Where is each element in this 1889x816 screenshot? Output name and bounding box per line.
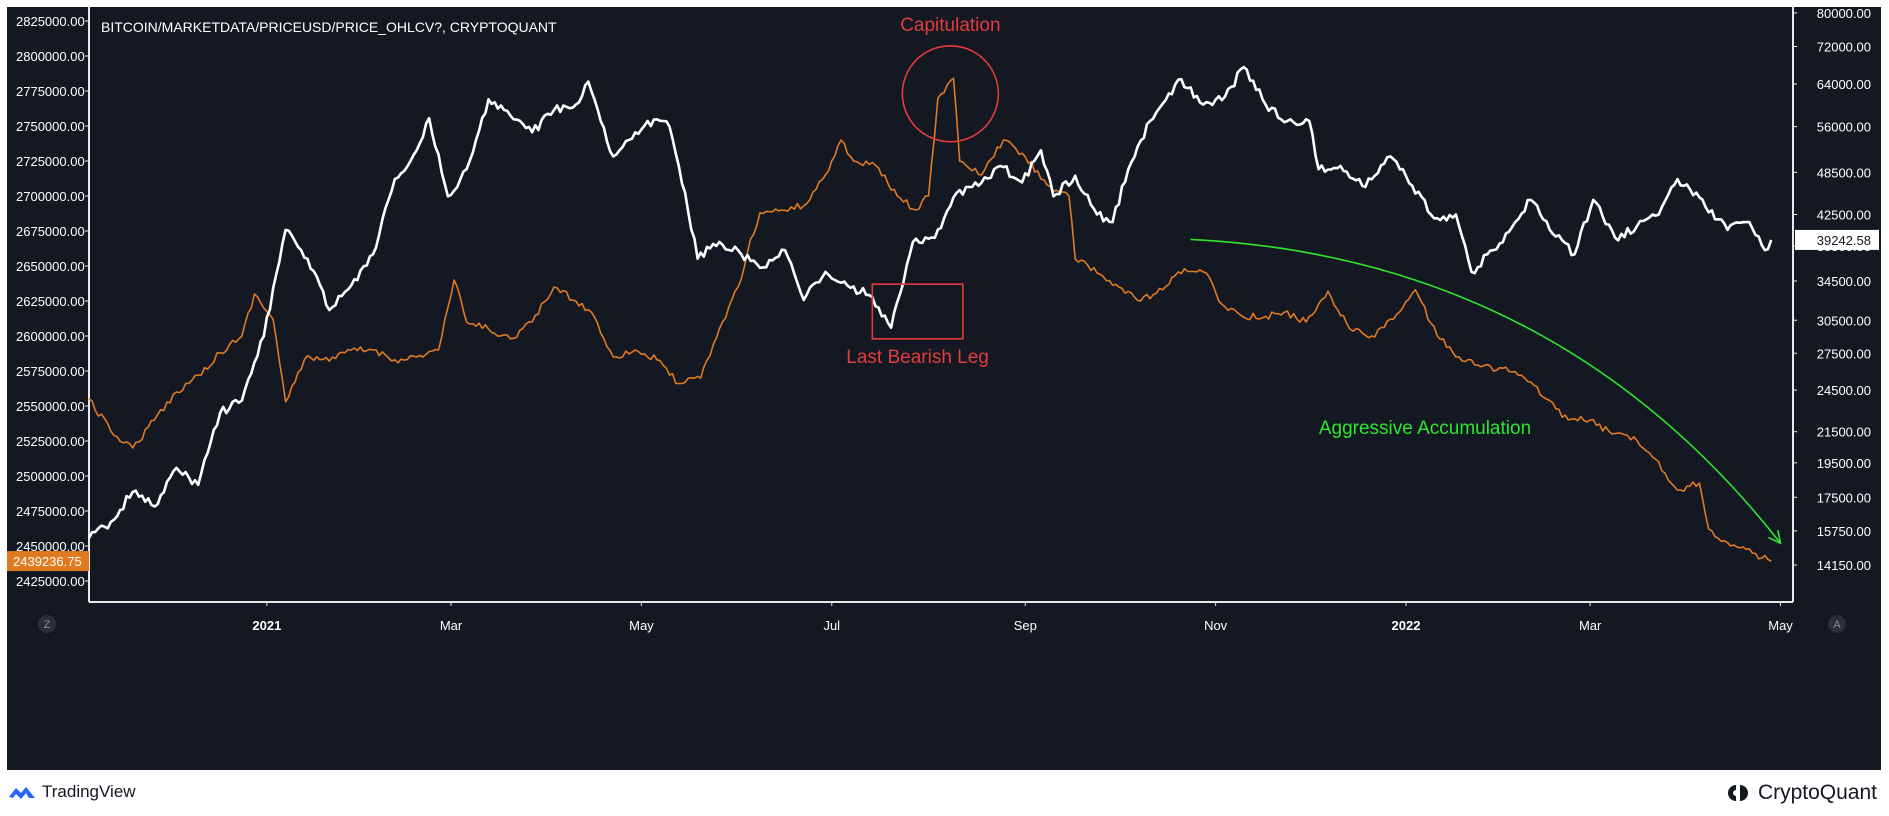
right-tick-label: 34500.00	[1817, 274, 1871, 289]
scale-button-right[interactable]: A	[1828, 615, 1846, 633]
left-tick-label: 2550000.00	[16, 399, 85, 414]
right-tick-label: 27500.00	[1817, 346, 1871, 361]
accumulation-arrow-curve	[1190, 238, 1782, 544]
accumulation-arrowhead	[1768, 529, 1782, 545]
right-tick-label: 21500.00	[1817, 425, 1871, 440]
last-bearish-leg-box	[871, 283, 964, 340]
left-axis-ticks: 2425000.00 2450000.00 2475000.00 2500000.00…	[16, 14, 89, 589]
left-tick-label: 2500000.00	[16, 469, 85, 484]
right-tick-label: 72000.00	[1817, 39, 1871, 54]
cryptoquant-label: CryptoQuant	[1757, 781, 1877, 804]
time-axis-ticks: 2021 Mar May Jul Sep Nov 2022 Mar May	[252, 602, 1793, 633]
left-tick-label: 2700000.00	[16, 189, 85, 204]
white-series-line	[87, 65, 1773, 539]
left-tick-label: 2600000.00	[16, 329, 85, 344]
cryptoquant-icon	[1727, 785, 1748, 801]
right-tick-label: 15750.00	[1817, 524, 1871, 539]
time-tick-label: Sep	[1014, 618, 1037, 633]
time-tick-label: Mar	[1579, 618, 1602, 633]
left-tick-label: 2775000.00	[16, 84, 85, 99]
chart-svg[interactable]: 2425000.00 2450000.00 2475000.00 2500000.00…	[7, 7, 1881, 770]
time-tick-label: Mar	[440, 618, 463, 633]
left-tick-label: 2675000.00	[16, 224, 85, 239]
right-tick-label: 64000.00	[1817, 77, 1871, 92]
time-tick-label: May	[1768, 618, 1793, 633]
right-last-value-label: 39242.58	[1817, 233, 1871, 248]
tradingview-icon	[9, 787, 35, 799]
left-tick-label: 2800000.00	[16, 49, 85, 64]
time-tick-label: Jul	[823, 618, 840, 633]
right-tick-label: 17500.00	[1817, 490, 1871, 505]
chart-panel[interactable]: 2425000.00 2450000.00 2475000.00 2500000.00…	[7, 7, 1881, 770]
left-tick-label: 2725000.00	[16, 154, 85, 169]
footer: TradingView CryptoQuant	[0, 770, 1889, 816]
left-tick-label: 2425000.00	[16, 574, 85, 589]
right-axis-ticks: 14150.00 15750.00 17500.00 19500.00 21500.00…	[1793, 7, 1871, 573]
left-tick-label: 2450000.00	[16, 539, 85, 554]
tradingview-logo[interactable]: TradingView	[8, 782, 136, 802]
right-tick-label: 14150.00	[1817, 558, 1871, 573]
right-tick-label: 19500.00	[1817, 456, 1871, 471]
orange-series-line	[88, 77, 1772, 562]
left-tick-label: 2525000.00	[16, 434, 85, 449]
left-tick-label: 2750000.00	[16, 119, 85, 134]
scale-button-left-label: Z	[44, 619, 51, 631]
left-last-value-badge	[7, 551, 89, 572]
left-tick-label: 2625000.00	[16, 294, 85, 309]
right-tick-label: 56000.00	[1817, 120, 1871, 135]
right-tick-label: 48500.00	[1817, 165, 1871, 180]
left-last-value-label: 2439236.75	[13, 554, 82, 569]
left-tick-label: 2650000.00	[16, 259, 85, 274]
annotation-layer: Capitulation Last Bearish Leg Aggressive A…	[846, 15, 1782, 545]
right-tick-label: 30500.00	[1817, 313, 1871, 328]
right-last-value-badge	[1795, 229, 1879, 250]
time-tick-label: May	[629, 618, 654, 633]
left-tick-label: 2475000.00	[16, 504, 85, 519]
left-tick-label: 2825000.00	[16, 14, 85, 29]
last-bearish-leg-label: Last Bearish Leg	[846, 347, 989, 368]
cryptoquant-logo[interactable]: CryptoQuant	[1726, 781, 1877, 805]
aggressive-accumulation-label: Aggressive Accumulation	[1319, 418, 1531, 439]
capitulation-label: Capitulation	[900, 15, 1000, 36]
last-value-labels: 2439236.75 39242.58	[7, 229, 1879, 572]
capitulation-circle	[901, 45, 1000, 143]
time-tick-label: 2021	[252, 618, 281, 633]
scale-button-left[interactable]: Z	[38, 615, 56, 633]
tradingview-label: TradingView	[42, 782, 136, 801]
chart-title: BITCOIN/MARKETDATA/PRICEUSD/PRICE_OHLCV?…	[101, 19, 557, 35]
series-layer	[87, 65, 1773, 562]
right-tick-label: 80000.00	[1817, 7, 1871, 21]
left-axis-area	[7, 7, 89, 770]
left-tick-label: 2575000.00	[16, 364, 85, 379]
scale-button-right-label: A	[1833, 619, 1841, 631]
time-tick-label: 2022	[1392, 618, 1421, 633]
time-tick-label: Nov	[1204, 618, 1228, 633]
right-tick-label: 24500.00	[1817, 383, 1871, 398]
right-axis-area	[1793, 7, 1881, 770]
right-tick-label: 42500.00	[1817, 208, 1871, 223]
